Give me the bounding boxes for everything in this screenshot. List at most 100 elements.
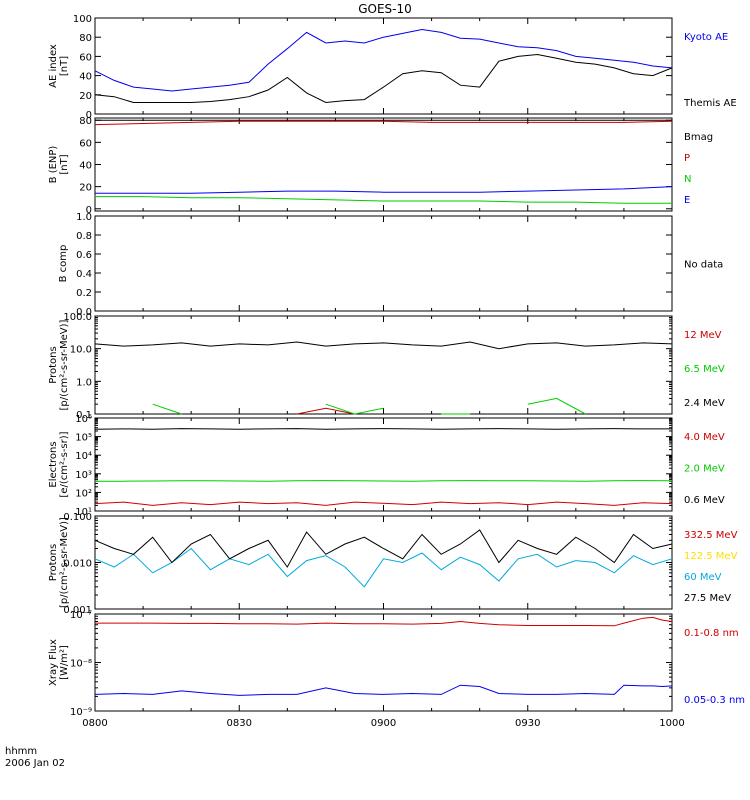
- y-axis-label: AE index: [48, 44, 59, 88]
- y-axis-label: B comp: [58, 245, 69, 283]
- panel-ae: 0 20 40 60 80 100 AE index [nT] Kyoto AE Themis A…: [48, 14, 737, 121]
- y-tick-label: 10⁻⁷: [70, 610, 92, 621]
- legend-label: No data: [684, 260, 723, 271]
- y-axis-label: [nT]: [59, 56, 70, 76]
- y-tick-label: 10³: [75, 470, 92, 481]
- series-line: [152, 403, 182, 415]
- y-tick-label: 0.100: [63, 512, 92, 523]
- series-line: [94, 428, 672, 430]
- legend-label: Kyoto AE: [684, 32, 728, 43]
- y-tick-label: 0: [86, 110, 92, 121]
- series-line: [94, 547, 673, 588]
- legend-label: 2.0 MeV: [684, 464, 725, 475]
- y-tick-label: 10⁵: [75, 433, 92, 444]
- y-tick-label: 100: [73, 14, 92, 25]
- legend-label: Bmag: [684, 132, 713, 143]
- legend-label: 4.0 MeV: [684, 432, 725, 443]
- y-axis-label: [e/(cm²-s-sr)]: [59, 431, 70, 497]
- panel-protons2: 0.001 0.010 0.100 Protons [p/(cm²-s-sr-MeV)]…: [48, 512, 738, 616]
- legend-label: 27.5 MeV: [684, 593, 731, 604]
- series-line: [94, 684, 673, 696]
- y-tick-label: 10²: [75, 488, 92, 499]
- y-tick-label: 0.4: [76, 269, 92, 280]
- y-tick-label: 80: [79, 116, 92, 127]
- y-tick-label: 0.8: [76, 231, 92, 242]
- y-tick-label: 80: [79, 33, 92, 44]
- x-tick-label: 1000: [659, 718, 684, 729]
- panel-bfield: 0 20 40 60 80 B (ENP) [nT] Bmag PNE: [48, 116, 713, 216]
- y-tick-label: 100.0: [63, 312, 92, 323]
- legend-label: 0.1-0.8 nm: [684, 628, 739, 639]
- y-axis-label: [p/(cm²-s-sr-MeV)]: [59, 517, 70, 608]
- y-axis-label: [p/(cm²-s-sr-MeV)]: [59, 319, 70, 410]
- legend-label: 332.5 MeV: [684, 530, 738, 541]
- series-line: [94, 341, 673, 350]
- y-tick-label: 10⁶: [75, 414, 92, 425]
- y-tick-label: 0.0: [76, 307, 92, 318]
- x-tick-label: 0900: [371, 718, 396, 729]
- legend-label: E: [684, 195, 690, 206]
- x-tick-label: 0930: [515, 718, 540, 729]
- y-tick-label: 10⁻⁹: [70, 707, 92, 718]
- series-line: [94, 53, 673, 104]
- series-line: [95, 616, 673, 627]
- series-line: [95, 196, 672, 204]
- legend-label: 12 MeV: [684, 330, 722, 341]
- panel-frame: [94, 315, 673, 415]
- series-line: [95, 186, 673, 194]
- legend-label: 0.05-0.3 nm: [684, 695, 745, 706]
- y-axis-label: Protons: [48, 346, 59, 383]
- y-tick-label: 0.010: [63, 559, 92, 570]
- panel-frame: [94, 215, 673, 312]
- y-tick-label: 60: [79, 138, 92, 149]
- y-tick-label: 1.0: [76, 212, 92, 223]
- y-tick-label: 10⁴: [75, 451, 92, 462]
- series-line: [94, 529, 673, 568]
- panel-frame: [94, 613, 673, 712]
- y-tick-label: 20: [79, 91, 92, 102]
- legend-label: 122.5 MeV: [684, 551, 738, 562]
- panel-electrons: 10¹ 10² 10³ 10⁴ 10⁵ 10⁶ Electrons [e/(cm²-s-sr)…: [48, 414, 725, 518]
- panel-xray: 10⁻⁹ 10⁻⁸ 10⁻⁷ Xray Flux [W/m²] 0.1-0.8 nm 0.0…: [48, 610, 745, 718]
- legend-label: 6.5 MeV: [684, 364, 725, 375]
- panel-frame: [94, 17, 673, 115]
- y-tick-label: 0.2: [76, 288, 92, 299]
- y-tick-label: 60: [79, 52, 92, 63]
- y-tick-label: 0: [86, 205, 92, 216]
- y-axis-label: Protons: [48, 544, 59, 581]
- y-axis-label: [nT]: [59, 154, 70, 174]
- y-tick-label: 10⁻⁸: [70, 659, 92, 670]
- legend-label: 2.4 MeV: [684, 398, 725, 409]
- y-tick-label: 40: [79, 72, 92, 83]
- y-axis-label: Xray Flux: [48, 639, 59, 686]
- time-row-label: hhmm: [5, 746, 37, 757]
- series-line: [95, 480, 673, 482]
- panel-frame: [94, 515, 673, 610]
- panel-protons1: 0.1 1.0 10.0 100.0 Protons [p/(cm²-s-sr-MeV)]…: [48, 312, 725, 421]
- y-tick-label: 0.001: [63, 605, 92, 616]
- x-tick-label: 0830: [227, 718, 252, 729]
- y-tick-label: 0.6: [76, 250, 92, 261]
- y-axis-label: [W/m²]: [59, 645, 70, 680]
- series-line: [94, 28, 673, 92]
- figure-title: GOES-10: [358, 2, 412, 16]
- legend-label: 60 MeV: [684, 572, 722, 583]
- series-line: [296, 407, 355, 415]
- y-tick-label: 40: [79, 161, 92, 172]
- y-axis-label: Electrons: [48, 441, 59, 487]
- x-tick-label: 0800: [82, 718, 107, 729]
- legend-label: N: [684, 174, 691, 185]
- series-line: [94, 501, 673, 506]
- date-label: 2006 Jan 02: [5, 758, 65, 769]
- y-tick-label: 10.0: [70, 345, 92, 356]
- series-line: [325, 403, 384, 415]
- y-tick-label: 0.1: [76, 410, 92, 421]
- legend-label: 0.6 MeV: [684, 495, 725, 506]
- y-tick-label: 10¹: [75, 507, 92, 518]
- legend-label: P: [684, 153, 690, 164]
- panel-frame: [94, 417, 673, 512]
- panel-bcomp: 0.0 0.2 0.4 0.6 0.8 1.0 B comp No data: [58, 212, 723, 318]
- legend-label: Themis AE: [683, 98, 737, 109]
- series-line: [94, 120, 673, 126]
